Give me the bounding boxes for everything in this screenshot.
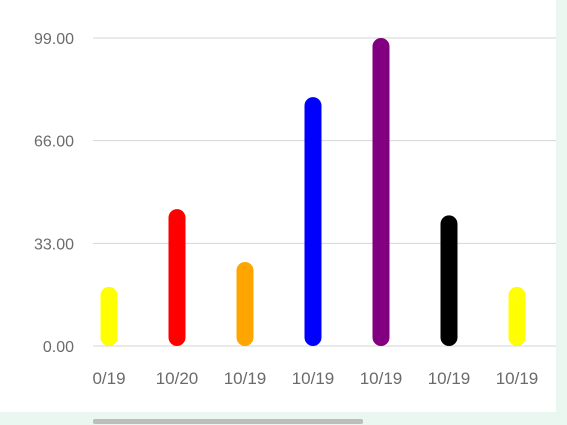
x-tick-label: 0/19 [92, 369, 125, 388]
x-tick-label: 10/20 [156, 369, 199, 388]
y-tick-label: 99.00 [34, 31, 74, 48]
y-tick-label: 33.00 [34, 236, 74, 253]
bar[interactable] [373, 38, 390, 346]
bar[interactable] [101, 287, 118, 346]
bar-chart: 0.00 33.00 66.00 99.00 0/19 10/20 10/19 10/19 10… [0, 0, 556, 412]
bar[interactable] [509, 287, 526, 346]
y-tick-label: 0.00 [43, 339, 74, 356]
x-tick-label: 10/19 [428, 369, 471, 388]
bar[interactable] [441, 215, 458, 346]
horizontal-scrollbar[interactable] [93, 419, 363, 424]
y-tick-label: 66.00 [34, 134, 74, 151]
x-tick-label: 10/19 [292, 369, 335, 388]
right-edge-background [556, 0, 567, 425]
bar[interactable] [169, 209, 186, 346]
x-tick-label: 10/19 [360, 369, 403, 388]
bar[interactable] [237, 262, 254, 346]
bar[interactable] [305, 97, 322, 346]
x-tick-label: 10/19 [496, 369, 539, 388]
x-tick-label: 10/19 [224, 369, 267, 388]
